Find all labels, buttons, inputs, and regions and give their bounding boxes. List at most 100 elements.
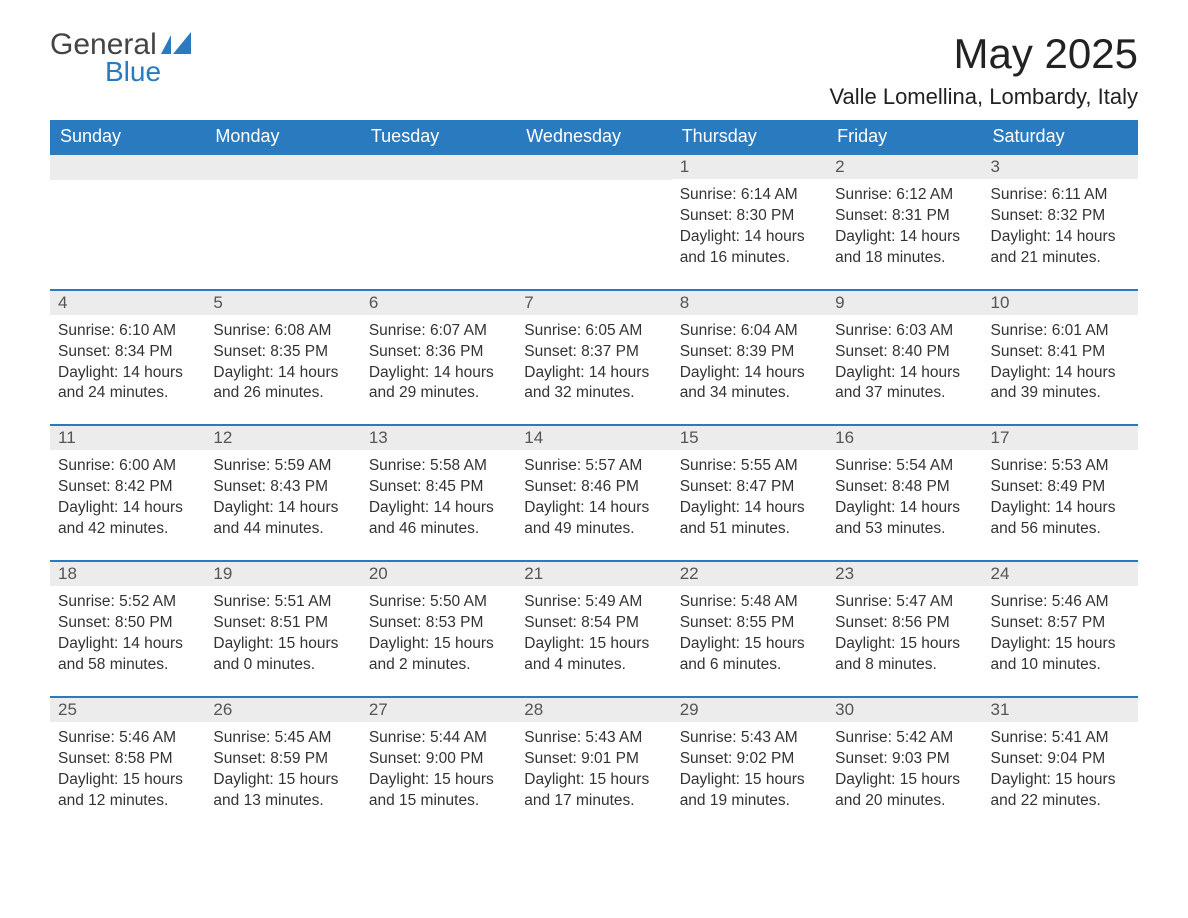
day-number: 22 xyxy=(672,562,827,586)
daylight-text: Daylight: 14 hours and 18 minutes. xyxy=(835,227,974,269)
empty-day-body xyxy=(50,180,205,288)
sunset-text: Sunset: 8:54 PM xyxy=(524,613,663,634)
sunrise-text: Sunrise: 6:03 AM xyxy=(835,321,974,342)
weekday-header: Sunday xyxy=(50,120,205,154)
sunset-text: Sunset: 8:30 PM xyxy=(680,206,819,227)
calendar-week-row: 11Sunrise: 6:00 AMSunset: 8:42 PMDayligh… xyxy=(50,425,1138,561)
calendar-cell: 26Sunrise: 5:45 AMSunset: 8:59 PMDayligh… xyxy=(205,697,360,832)
sunset-text: Sunset: 8:57 PM xyxy=(991,613,1130,634)
day-details: Sunrise: 6:10 AMSunset: 8:34 PMDaylight:… xyxy=(50,315,205,425)
sunset-text: Sunset: 8:46 PM xyxy=(524,477,663,498)
sunset-text: Sunset: 8:34 PM xyxy=(58,342,197,363)
calendar-cell: 23Sunrise: 5:47 AMSunset: 8:56 PMDayligh… xyxy=(827,561,982,697)
daylight-text: Daylight: 14 hours and 16 minutes. xyxy=(680,227,819,269)
daylight-text: Daylight: 14 hours and 49 minutes. xyxy=(524,498,663,540)
daylight-text: Daylight: 14 hours and 34 minutes. xyxy=(680,363,819,405)
day-number: 2 xyxy=(827,155,982,179)
day-number: 6 xyxy=(361,291,516,315)
day-details: Sunrise: 5:41 AMSunset: 9:04 PMDaylight:… xyxy=(983,722,1138,832)
calendar-cell xyxy=(361,154,516,290)
calendar-cell: 22Sunrise: 5:48 AMSunset: 8:55 PMDayligh… xyxy=(672,561,827,697)
calendar-cell: 5Sunrise: 6:08 AMSunset: 8:35 PMDaylight… xyxy=(205,290,360,426)
day-number: 31 xyxy=(983,698,1138,722)
calendar-cell: 31Sunrise: 5:41 AMSunset: 9:04 PMDayligh… xyxy=(983,697,1138,832)
sunset-text: Sunset: 8:42 PM xyxy=(58,477,197,498)
empty-day-header xyxy=(361,155,516,180)
sunset-text: Sunset: 8:36 PM xyxy=(369,342,508,363)
day-details: Sunrise: 5:58 AMSunset: 8:45 PMDaylight:… xyxy=(361,450,516,560)
day-number: 18 xyxy=(50,562,205,586)
sunrise-text: Sunrise: 6:01 AM xyxy=(991,321,1130,342)
sunrise-text: Sunrise: 5:48 AM xyxy=(680,592,819,613)
sunrise-text: Sunrise: 6:14 AM xyxy=(680,185,819,206)
day-number: 1 xyxy=(672,155,827,179)
sunset-text: Sunset: 8:45 PM xyxy=(369,477,508,498)
day-details: Sunrise: 6:14 AMSunset: 8:30 PMDaylight:… xyxy=(672,179,827,289)
sunrise-text: Sunrise: 6:12 AM xyxy=(835,185,974,206)
day-details: Sunrise: 5:44 AMSunset: 9:00 PMDaylight:… xyxy=(361,722,516,832)
sunrise-text: Sunrise: 5:59 AM xyxy=(213,456,352,477)
weekday-header: Tuesday xyxy=(361,120,516,154)
sunrise-text: Sunrise: 5:50 AM xyxy=(369,592,508,613)
sunset-text: Sunset: 9:00 PM xyxy=(369,749,508,770)
sunrise-text: Sunrise: 5:55 AM xyxy=(680,456,819,477)
day-details: Sunrise: 5:45 AMSunset: 8:59 PMDaylight:… xyxy=(205,722,360,832)
calendar-cell xyxy=(205,154,360,290)
calendar-cell xyxy=(50,154,205,290)
sunrise-text: Sunrise: 6:11 AM xyxy=(991,185,1130,206)
sunrise-text: Sunrise: 5:45 AM xyxy=(213,728,352,749)
daylight-text: Daylight: 15 hours and 12 minutes. xyxy=(58,770,197,812)
day-details: Sunrise: 5:47 AMSunset: 8:56 PMDaylight:… xyxy=(827,586,982,696)
sunrise-text: Sunrise: 5:41 AM xyxy=(991,728,1130,749)
sunset-text: Sunset: 8:58 PM xyxy=(58,749,197,770)
empty-day-body xyxy=(516,180,671,288)
day-details: Sunrise: 5:55 AMSunset: 8:47 PMDaylight:… xyxy=(672,450,827,560)
sunset-text: Sunset: 8:40 PM xyxy=(835,342,974,363)
daylight-text: Daylight: 14 hours and 29 minutes. xyxy=(369,363,508,405)
calendar-cell: 7Sunrise: 6:05 AMSunset: 8:37 PMDaylight… xyxy=(516,290,671,426)
calendar-cell: 9Sunrise: 6:03 AMSunset: 8:40 PMDaylight… xyxy=(827,290,982,426)
day-number: 27 xyxy=(361,698,516,722)
calendar-cell: 24Sunrise: 5:46 AMSunset: 8:57 PMDayligh… xyxy=(983,561,1138,697)
daylight-text: Daylight: 14 hours and 53 minutes. xyxy=(835,498,974,540)
day-number: 8 xyxy=(672,291,827,315)
daylight-text: Daylight: 15 hours and 17 minutes. xyxy=(524,770,663,812)
daylight-text: Daylight: 14 hours and 42 minutes. xyxy=(58,498,197,540)
weekday-header-row: Sunday Monday Tuesday Wednesday Thursday… xyxy=(50,120,1138,154)
logo-flag-icon xyxy=(161,30,195,60)
day-number: 12 xyxy=(205,426,360,450)
day-details: Sunrise: 5:53 AMSunset: 8:49 PMDaylight:… xyxy=(983,450,1138,560)
sunset-text: Sunset: 9:02 PM xyxy=(680,749,819,770)
calendar-cell: 2Sunrise: 6:12 AMSunset: 8:31 PMDaylight… xyxy=(827,154,982,290)
calendar-cell: 17Sunrise: 5:53 AMSunset: 8:49 PMDayligh… xyxy=(983,425,1138,561)
logo-text-blue: Blue xyxy=(105,58,195,86)
sunset-text: Sunset: 8:39 PM xyxy=(680,342,819,363)
sunrise-text: Sunrise: 5:52 AM xyxy=(58,592,197,613)
day-details: Sunrise: 6:00 AMSunset: 8:42 PMDaylight:… xyxy=(50,450,205,560)
day-details: Sunrise: 5:42 AMSunset: 9:03 PMDaylight:… xyxy=(827,722,982,832)
title-block: May 2025 Valle Lomellina, Lombardy, Ital… xyxy=(829,30,1138,110)
sunrise-text: Sunrise: 5:43 AM xyxy=(524,728,663,749)
sunrise-text: Sunrise: 5:51 AM xyxy=(213,592,352,613)
sunrise-text: Sunrise: 6:04 AM xyxy=(680,321,819,342)
calendar-body: 1Sunrise: 6:14 AMSunset: 8:30 PMDaylight… xyxy=(50,154,1138,831)
daylight-text: Daylight: 15 hours and 6 minutes. xyxy=(680,634,819,676)
sunrise-text: Sunrise: 5:43 AM xyxy=(680,728,819,749)
day-details: Sunrise: 6:05 AMSunset: 8:37 PMDaylight:… xyxy=(516,315,671,425)
empty-day-body xyxy=(205,180,360,288)
day-details: Sunrise: 6:11 AMSunset: 8:32 PMDaylight:… xyxy=(983,179,1138,289)
calendar-cell: 18Sunrise: 5:52 AMSunset: 8:50 PMDayligh… xyxy=(50,561,205,697)
calendar-cell: 10Sunrise: 6:01 AMSunset: 8:41 PMDayligh… xyxy=(983,290,1138,426)
calendar-cell xyxy=(516,154,671,290)
calendar-cell: 25Sunrise: 5:46 AMSunset: 8:58 PMDayligh… xyxy=(50,697,205,832)
calendar-cell: 15Sunrise: 5:55 AMSunset: 8:47 PMDayligh… xyxy=(672,425,827,561)
sunset-text: Sunset: 9:03 PM xyxy=(835,749,974,770)
day-details: Sunrise: 5:52 AMSunset: 8:50 PMDaylight:… xyxy=(50,586,205,696)
day-number: 16 xyxy=(827,426,982,450)
calendar-cell: 13Sunrise: 5:58 AMSunset: 8:45 PMDayligh… xyxy=(361,425,516,561)
day-number: 7 xyxy=(516,291,671,315)
day-details: Sunrise: 6:01 AMSunset: 8:41 PMDaylight:… xyxy=(983,315,1138,425)
daylight-text: Daylight: 14 hours and 32 minutes. xyxy=(524,363,663,405)
daylight-text: Daylight: 15 hours and 15 minutes. xyxy=(369,770,508,812)
calendar-cell: 1Sunrise: 6:14 AMSunset: 8:30 PMDaylight… xyxy=(672,154,827,290)
